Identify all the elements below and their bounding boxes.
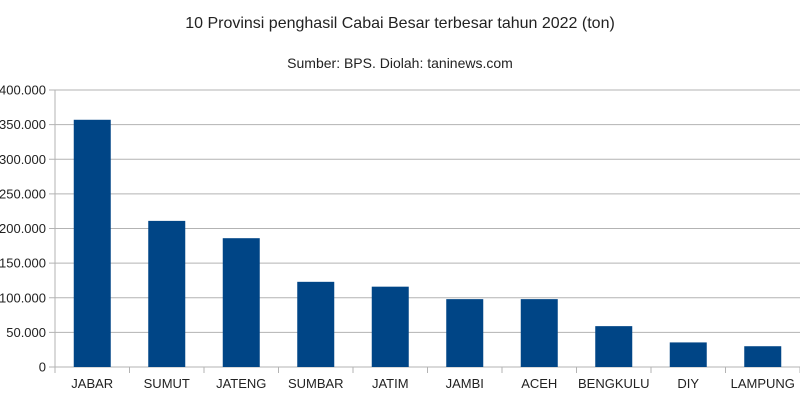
bar-jabar — [73, 119, 111, 367]
bar-aceh — [520, 299, 558, 367]
bar-sumbar — [297, 281, 335, 367]
y-tick-label: 300.000 — [0, 152, 46, 167]
x-tick-label: JATENG — [216, 376, 266, 391]
x-tick-label: JAMBI — [446, 376, 484, 391]
bar-diy — [669, 342, 707, 367]
bar-jambi — [446, 299, 484, 367]
chart-title: 10 Provinsi penghasil Cabai Besar terbes… — [185, 15, 615, 32]
x-tick-label: JABAR — [71, 376, 113, 391]
chart-subtitle: Sumber: BPS. Diolah: taninews.com — [287, 55, 513, 71]
y-tick-label: 200.000 — [0, 221, 46, 236]
y-tick-label: 250.000 — [0, 186, 46, 201]
y-tick-label: 100.000 — [0, 290, 46, 305]
x-tick-label: LAMPUNG — [731, 376, 795, 391]
x-tick-label: SUMBAR — [288, 376, 344, 391]
bar-bengkulu — [595, 326, 633, 367]
y-tick-label: 150.000 — [0, 256, 46, 271]
bar-lampung — [744, 346, 782, 367]
bar-jatim — [371, 286, 409, 367]
bar-sumut — [148, 220, 186, 367]
x-tick-label: DIY — [677, 376, 699, 391]
bar-jateng — [222, 238, 260, 367]
x-tick-label: SUMUT — [144, 376, 190, 391]
y-tick-label: 400.000 — [0, 83, 46, 98]
x-tick-label: JATIM — [372, 376, 409, 391]
y-tick-label: 0 — [39, 360, 46, 375]
y-tick-label: 50.000 — [6, 325, 46, 340]
x-tick-label: ACEH — [521, 376, 557, 391]
x-tick-label: BENGKULU — [578, 376, 650, 391]
y-tick-label: 350.000 — [0, 117, 46, 132]
